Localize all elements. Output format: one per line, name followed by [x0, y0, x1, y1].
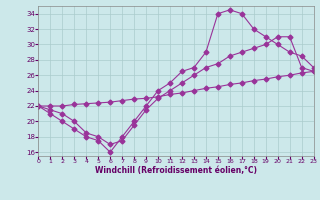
X-axis label: Windchill (Refroidissement éolien,°C): Windchill (Refroidissement éolien,°C) — [95, 166, 257, 175]
